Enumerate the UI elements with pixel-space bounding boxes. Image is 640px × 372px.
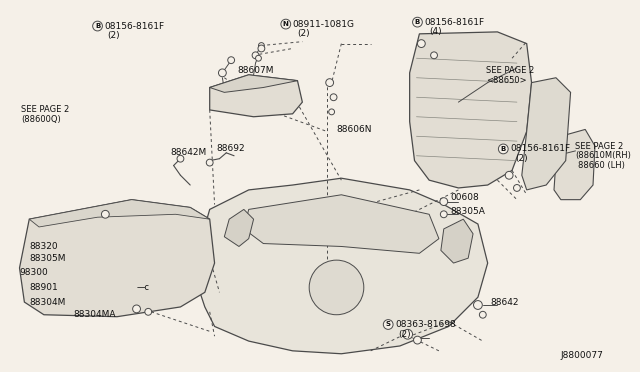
Polygon shape bbox=[19, 200, 214, 317]
Circle shape bbox=[474, 301, 483, 310]
Text: SEE PAGE 2: SEE PAGE 2 bbox=[575, 141, 624, 151]
Text: 98300: 98300 bbox=[19, 268, 48, 277]
Text: J8800077: J8800077 bbox=[561, 351, 604, 360]
Circle shape bbox=[255, 55, 261, 61]
Circle shape bbox=[403, 329, 413, 339]
Text: <88650>: <88650> bbox=[486, 76, 526, 85]
Circle shape bbox=[479, 311, 486, 318]
Text: (4): (4) bbox=[429, 28, 442, 36]
Text: 88304MA: 88304MA bbox=[73, 310, 116, 319]
Text: 88320: 88320 bbox=[29, 242, 58, 251]
Text: SEE PAGE 2: SEE PAGE 2 bbox=[486, 67, 534, 76]
Polygon shape bbox=[554, 129, 595, 200]
Polygon shape bbox=[195, 178, 488, 354]
Text: 08156-8161F: 08156-8161F bbox=[510, 144, 570, 153]
Circle shape bbox=[309, 260, 364, 315]
Circle shape bbox=[101, 211, 109, 218]
Circle shape bbox=[431, 52, 438, 59]
Circle shape bbox=[329, 109, 335, 115]
Text: 88692: 88692 bbox=[216, 144, 245, 153]
Circle shape bbox=[326, 79, 333, 87]
Circle shape bbox=[413, 336, 421, 344]
Text: 88305A: 88305A bbox=[451, 207, 486, 216]
Text: (2): (2) bbox=[515, 154, 527, 163]
Polygon shape bbox=[244, 195, 439, 253]
Text: 08911-1081G: 08911-1081G bbox=[292, 20, 355, 29]
Polygon shape bbox=[29, 200, 210, 227]
Text: 00608: 00608 bbox=[451, 193, 479, 202]
Circle shape bbox=[132, 305, 140, 313]
Text: S: S bbox=[386, 321, 390, 327]
Circle shape bbox=[252, 52, 259, 59]
Text: (88600Q): (88600Q) bbox=[22, 115, 61, 124]
Text: B: B bbox=[95, 23, 100, 29]
Circle shape bbox=[93, 21, 102, 31]
Circle shape bbox=[383, 320, 393, 329]
Polygon shape bbox=[522, 78, 571, 190]
Circle shape bbox=[281, 19, 291, 29]
Text: SEE PAGE 2: SEE PAGE 2 bbox=[22, 105, 70, 115]
Circle shape bbox=[258, 45, 265, 52]
Circle shape bbox=[330, 94, 337, 101]
Polygon shape bbox=[210, 75, 302, 117]
Circle shape bbox=[505, 171, 513, 179]
Text: (2): (2) bbox=[298, 29, 310, 38]
Text: 88642M: 88642M bbox=[171, 148, 207, 157]
Circle shape bbox=[177, 155, 184, 162]
Circle shape bbox=[259, 43, 264, 48]
Polygon shape bbox=[441, 219, 473, 263]
Circle shape bbox=[499, 144, 508, 154]
Text: B: B bbox=[415, 19, 420, 25]
Text: (2): (2) bbox=[108, 31, 120, 40]
Text: (2): (2) bbox=[398, 330, 411, 339]
Circle shape bbox=[228, 57, 235, 64]
Text: 88304M: 88304M bbox=[29, 298, 66, 307]
Circle shape bbox=[413, 17, 422, 27]
Text: 08156-8161F: 08156-8161F bbox=[104, 22, 164, 31]
Text: 08156-8161F: 08156-8161F bbox=[424, 17, 484, 27]
Polygon shape bbox=[410, 32, 532, 188]
Circle shape bbox=[440, 211, 447, 218]
Circle shape bbox=[145, 308, 152, 315]
Circle shape bbox=[206, 159, 213, 166]
Text: 88607M: 88607M bbox=[237, 67, 273, 76]
Circle shape bbox=[513, 185, 520, 191]
Text: 88305M: 88305M bbox=[29, 254, 66, 263]
Circle shape bbox=[417, 40, 425, 48]
Circle shape bbox=[440, 198, 448, 205]
Text: N: N bbox=[283, 21, 289, 27]
Text: (88610M(RH): (88610M(RH) bbox=[575, 151, 631, 160]
Text: 88901: 88901 bbox=[29, 283, 58, 292]
Text: 88642: 88642 bbox=[491, 298, 519, 307]
Text: 88660 (LH): 88660 (LH) bbox=[579, 161, 625, 170]
Polygon shape bbox=[225, 209, 253, 247]
Text: —c: —c bbox=[136, 283, 150, 292]
Polygon shape bbox=[210, 75, 298, 92]
Text: B: B bbox=[500, 146, 506, 152]
Text: 08363-81698: 08363-81698 bbox=[395, 320, 456, 329]
Circle shape bbox=[218, 69, 227, 77]
Text: 88606N: 88606N bbox=[337, 125, 372, 134]
